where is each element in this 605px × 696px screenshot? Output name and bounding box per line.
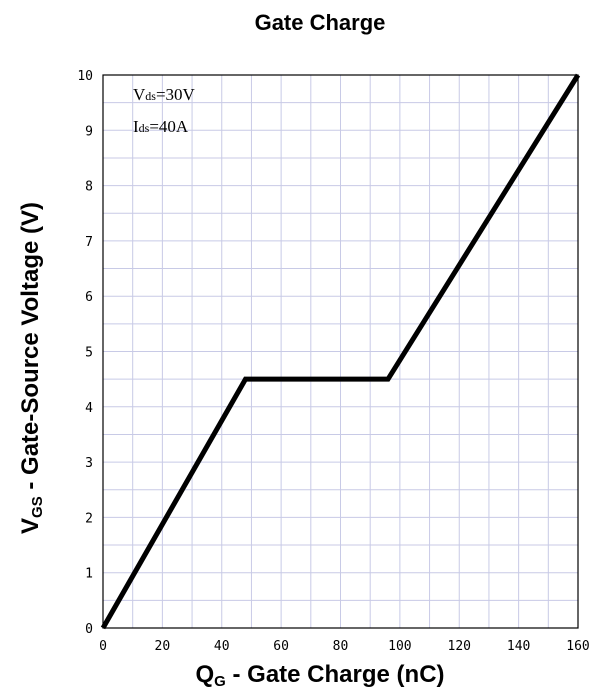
y-tick-label: 10 xyxy=(77,69,93,84)
x-tick-label: 100 xyxy=(388,639,411,654)
x-tick-label: 120 xyxy=(448,639,471,654)
y-tick-label: 1 xyxy=(85,567,93,582)
y-tick-label: 5 xyxy=(85,346,93,361)
y-tick-label: 0 xyxy=(85,622,93,637)
y-tick-label: 4 xyxy=(85,401,93,416)
series-layer xyxy=(100,73,581,630)
grid xyxy=(102,74,579,629)
x-tick-label: 40 xyxy=(214,639,230,654)
x-tick-label: 140 xyxy=(507,639,530,654)
x-tick-label: 80 xyxy=(333,639,349,654)
y-tick-label: 6 xyxy=(85,290,93,305)
y-tick-label: 7 xyxy=(85,235,93,250)
annotation-ids: Ids=40A xyxy=(133,117,189,136)
x-axis-label: QG - Gate Charge (nC) xyxy=(195,661,444,690)
y-tick-label: 2 xyxy=(85,511,93,526)
y-tick-label: 3 xyxy=(85,456,93,471)
x-tick-label: 20 xyxy=(155,639,171,654)
y-tick-label: 8 xyxy=(85,180,93,195)
x-tick-label: 160 xyxy=(566,639,589,654)
chart-title: Gate Charge xyxy=(255,10,386,35)
plot-frame xyxy=(102,74,579,629)
x-tick-label: 60 xyxy=(273,639,289,654)
x-tick-label: 0 xyxy=(99,639,107,654)
y-axis-label: VGS - Gate-Source Voltage (V) xyxy=(17,202,46,534)
y-tick-labels: 0 1 2 3 4 5 6 7 8 9 10 xyxy=(77,69,93,637)
y-tick-label: 9 xyxy=(85,124,93,139)
series-line-0 xyxy=(100,73,581,630)
annotation-vds: Vds=30V xyxy=(133,85,196,104)
x-tick-labels: 0 20 40 60 80 100 120 140 160 xyxy=(99,639,590,654)
